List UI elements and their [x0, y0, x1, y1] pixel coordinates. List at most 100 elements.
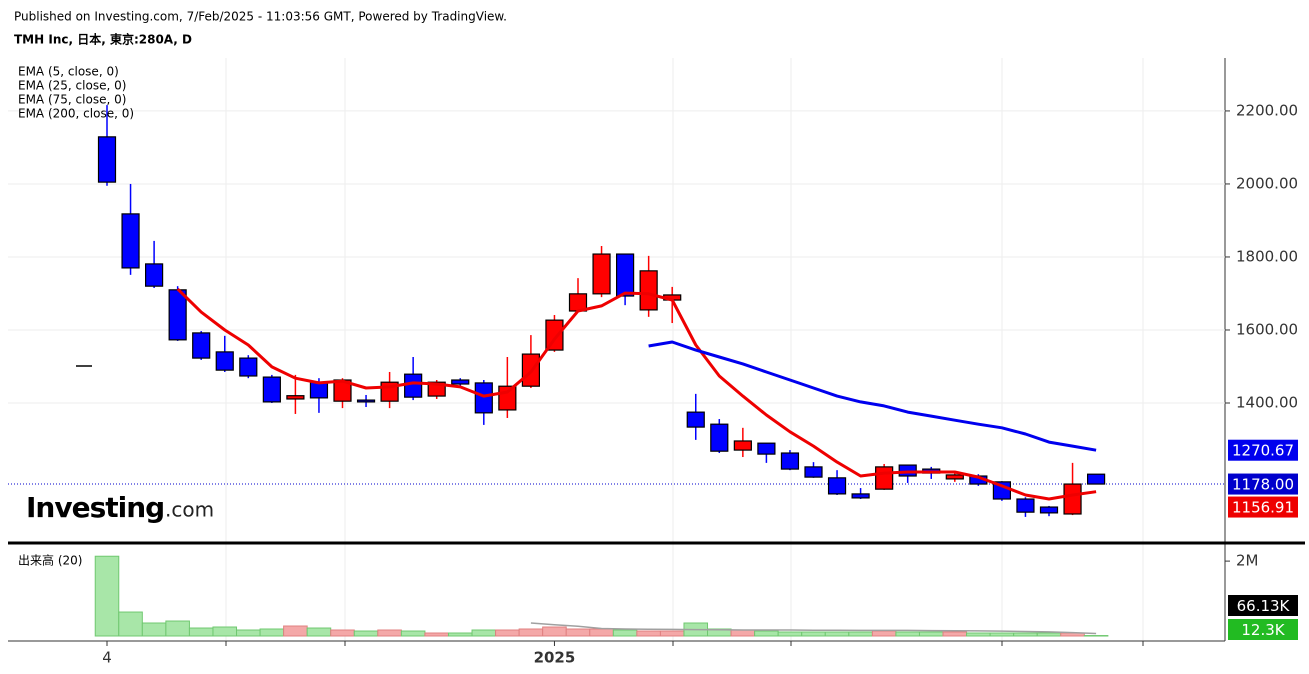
- value-tag: [1228, 619, 1298, 640]
- candle-body: [804, 466, 823, 478]
- value-tag-label: 1270.67: [1232, 442, 1294, 460]
- panel-title: 出来高 (20): [18, 553, 82, 568]
- candle-body: [1016, 498, 1035, 513]
- volume-bar: [989, 632, 1015, 637]
- volume-bar: [565, 628, 591, 637]
- candle-body: [945, 474, 964, 480]
- volume-ma-line: [530, 622, 1097, 635]
- volume-bar: [848, 631, 873, 637]
- candle-body: [1086, 473, 1106, 485]
- time-grid: [225, 58, 1144, 646]
- candle-body: [498, 385, 517, 411]
- candle-body: [239, 357, 258, 377]
- volume-bar: [118, 611, 143, 637]
- volume-bar: [730, 629, 756, 637]
- x-tick-label: 2025: [534, 649, 576, 667]
- value-tag-label: 1156.91: [1232, 499, 1294, 517]
- candle-body: [757, 442, 776, 455]
- logo-brand: Investing: [26, 491, 164, 524]
- candle-body: [733, 440, 752, 451]
- legend-entry: EMA (25, close, 0): [18, 79, 126, 93]
- candle-body: [592, 253, 611, 295]
- volume-bar: [659, 630, 685, 637]
- candle-body: [451, 379, 470, 385]
- candle-body: [309, 381, 329, 399]
- volume-bar: [942, 631, 968, 637]
- value-tag: [1228, 439, 1298, 461]
- volume-bar: [141, 622, 167, 637]
- volume-bar: [236, 629, 261, 637]
- symbol-title: TMH Inc, 日本, 東京:280A, D: [14, 32, 192, 47]
- y-tick-label: 2000.00: [1236, 174, 1298, 192]
- candle-body: [192, 332, 211, 359]
- candle-body: [145, 263, 164, 287]
- ema-line: [176, 288, 1097, 501]
- volume-bar: [1036, 632, 1062, 637]
- volume-bar: [824, 631, 850, 637]
- x-tick-label: 4: [102, 649, 112, 667]
- volume-bar: [424, 632, 449, 637]
- y-tick-label: 2200.00: [1236, 101, 1298, 119]
- ema-line: [648, 340, 1097, 452]
- candle-body: [356, 399, 376, 403]
- volume-bar: [636, 630, 661, 637]
- volume-bar: [871, 630, 897, 637]
- candle-body: [780, 452, 800, 470]
- candle-body: [1063, 483, 1082, 515]
- value-tag-label: 12.3K: [1241, 621, 1285, 639]
- volume-bar: [918, 631, 944, 637]
- candle-body: [262, 376, 281, 403]
- candle-body: [286, 395, 305, 400]
- volume-bar: [495, 629, 520, 637]
- legend-entry: EMA (75, close, 0): [18, 93, 126, 107]
- volume-bar: [542, 626, 567, 637]
- volume-bar: [165, 620, 190, 637]
- logo-suffix: .com: [165, 498, 214, 522]
- volume-bar: [400, 630, 426, 637]
- volume-bar: [518, 628, 544, 637]
- volume-bar: [330, 629, 355, 637]
- volume-bar: [801, 631, 826, 637]
- volume-bar: [188, 627, 214, 637]
- volume-bar: [589, 628, 614, 637]
- y-tick-label: 1600.00: [1236, 320, 1298, 338]
- y-tick-label: 2M: [1236, 552, 1259, 570]
- volume-bar: [966, 632, 991, 637]
- value-tag-label: 1178.00: [1232, 476, 1294, 494]
- candle-body: [1039, 506, 1059, 514]
- volume-bar: [212, 626, 238, 637]
- logo: Investing .com: [26, 491, 214, 524]
- volume-bar: [1083, 635, 1109, 637]
- candle-body: [97, 136, 117, 183]
- volume-bar: [306, 627, 332, 637]
- value-tag-label: 66.13K: [1237, 597, 1291, 615]
- volume-bar: [895, 631, 920, 637]
- volume-bar: [377, 629, 402, 637]
- candle-body: [474, 382, 493, 414]
- candle-body: [875, 466, 894, 490]
- value-tag: [1228, 595, 1298, 616]
- candle-body: [686, 411, 705, 428]
- volume-bar: [612, 629, 638, 637]
- volume-bar: [283, 625, 308, 637]
- candle-body: [404, 373, 423, 398]
- candle-body: [615, 253, 635, 297]
- volume-bar: [754, 630, 779, 637]
- volume-bar: [259, 628, 285, 637]
- volume-bar: [471, 629, 497, 637]
- y-tick-label: 1400.00: [1236, 394, 1298, 412]
- y-tick-label: 1800.00: [1236, 247, 1298, 265]
- volume-bar: [1013, 632, 1038, 637]
- candle-body: [121, 213, 140, 269]
- published-note: Published on Investing.com, 7/Feb/2025 -…: [14, 10, 507, 24]
- candle-body: [827, 477, 847, 495]
- volume-bar: [777, 631, 803, 637]
- candle-body: [851, 493, 870, 499]
- candle-body: [168, 289, 187, 341]
- volume-bar: [353, 630, 379, 637]
- volume-bar: [447, 632, 473, 637]
- candle-body: [710, 423, 729, 452]
- legend-entry: EMA (5, close, 0): [18, 65, 119, 79]
